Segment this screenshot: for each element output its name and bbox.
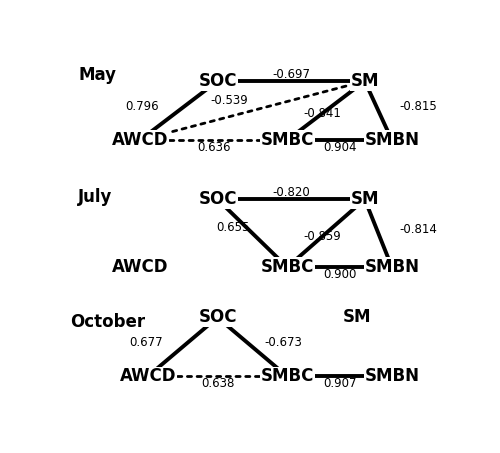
Text: 0.904: 0.904: [323, 141, 356, 154]
Text: SMBC: SMBC: [260, 258, 314, 276]
Text: SM: SM: [350, 72, 379, 90]
Text: SMBN: SMBN: [364, 131, 420, 149]
Text: SOC: SOC: [198, 72, 237, 90]
Text: -0.673: -0.673: [264, 336, 302, 349]
Text: 0.636: 0.636: [197, 141, 230, 154]
Text: SM: SM: [350, 190, 379, 208]
Text: AWCD: AWCD: [112, 258, 168, 276]
Text: 0.655: 0.655: [216, 222, 250, 234]
Text: AWCD: AWCD: [120, 367, 176, 386]
Text: 0.900: 0.900: [323, 268, 356, 281]
Text: -0.815: -0.815: [400, 100, 438, 113]
Text: -0.539: -0.539: [210, 94, 248, 107]
Text: -0.820: -0.820: [272, 186, 310, 199]
Text: 0.796: 0.796: [126, 100, 160, 113]
Text: AWCD: AWCD: [112, 131, 168, 149]
Text: 0.907: 0.907: [323, 377, 356, 390]
Text: SMBC: SMBC: [260, 131, 314, 149]
Text: SMBN: SMBN: [364, 258, 420, 276]
Text: 0.638: 0.638: [201, 377, 234, 390]
Text: May: May: [78, 66, 116, 84]
Text: -0.697: -0.697: [272, 67, 310, 81]
Text: 0.677: 0.677: [130, 336, 163, 349]
Text: -0.859: -0.859: [304, 230, 342, 243]
Text: -0.814: -0.814: [400, 223, 438, 236]
Text: July: July: [78, 188, 112, 206]
Text: SMBC: SMBC: [260, 367, 314, 386]
Text: SOC: SOC: [198, 190, 237, 208]
Text: SM: SM: [343, 308, 371, 327]
Text: October: October: [70, 313, 146, 331]
Text: -0.841: -0.841: [304, 107, 342, 120]
Text: SMBN: SMBN: [364, 367, 420, 386]
Text: SOC: SOC: [198, 308, 237, 327]
